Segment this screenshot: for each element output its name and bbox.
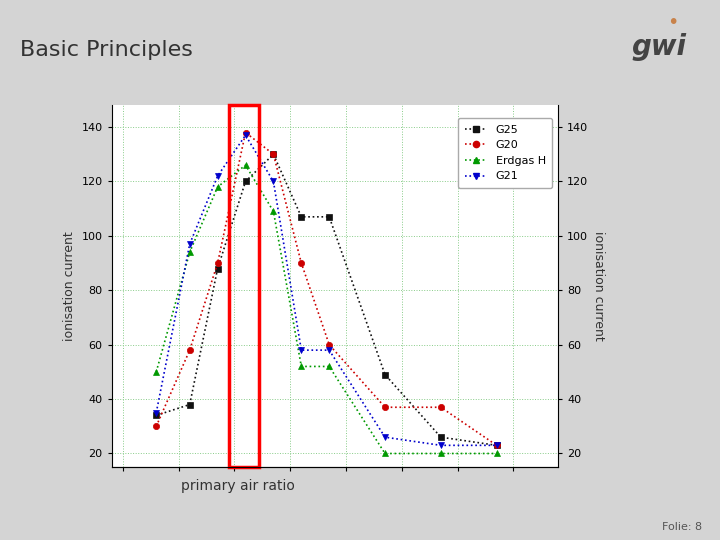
Text: •: • [667,13,679,32]
Y-axis label: ionisation current: ionisation current [63,231,76,341]
Legend: G25, G20, Erdgas H, G21: G25, G20, Erdgas H, G21 [458,118,552,188]
Text: primary air ratio: primary air ratio [181,479,294,493]
Y-axis label: ionisation current: ionisation current [592,231,605,341]
Text: Folie: 8: Folie: 8 [662,522,702,532]
Bar [229,105,259,467]
Text: gwi: gwi [631,33,686,60]
Text: Basic Principles: Basic Principles [20,40,193,60]
